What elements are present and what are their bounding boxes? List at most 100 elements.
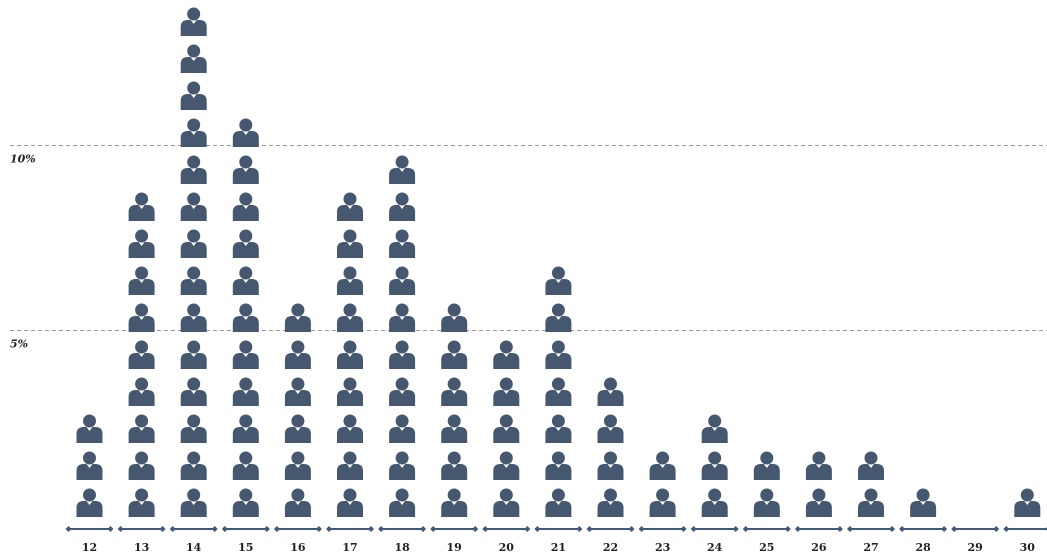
person-icon [701, 488, 728, 517]
person-icon [232, 377, 259, 406]
column-21 [545, 266, 572, 517]
person-icon [180, 266, 207, 295]
person-icon [389, 340, 416, 369]
person-icon [858, 451, 884, 480]
person-icon [76, 488, 103, 517]
person-icon [128, 377, 155, 406]
person-icon [180, 44, 207, 73]
person-icon [389, 414, 416, 443]
person-icon [493, 414, 520, 443]
y-axis-labels: 5% 10% [10, 153, 36, 351]
column-27 [858, 451, 884, 517]
x-tick-label: 28 [915, 541, 931, 553]
person-icon [180, 451, 207, 480]
x-axis-segment [430, 526, 479, 532]
person-icon [545, 303, 572, 332]
person-icon [337, 192, 363, 221]
person-icon [232, 303, 259, 332]
person-icon [232, 229, 259, 258]
person-icon [1014, 488, 1041, 517]
person-icon [284, 488, 311, 517]
x-axis-segment [221, 526, 270, 532]
x-axis-segment [951, 526, 1000, 532]
person-icon [545, 377, 572, 406]
x-axis-segment [1003, 526, 1047, 532]
person-icon [649, 488, 676, 517]
x-tick-label: 22 [603, 541, 618, 553]
x-tick-label: 23 [655, 541, 670, 553]
person-icon [128, 451, 155, 480]
x-tick-label: 14 [186, 541, 202, 553]
y-tick-label: 5% [10, 338, 28, 351]
x-axis-segment [482, 526, 531, 532]
person-icon [441, 451, 468, 480]
x-tick-label: 18 [394, 541, 410, 553]
person-icon [232, 451, 259, 480]
person-icon [649, 451, 676, 480]
person-icon [389, 451, 416, 480]
x-axis-segment [65, 526, 114, 532]
person-icon [180, 303, 207, 332]
person-icon [441, 340, 468, 369]
x-axis-segment [794, 526, 843, 532]
column-30 [1014, 488, 1041, 517]
person-icon [493, 488, 520, 517]
person-icon [753, 451, 780, 480]
person-icon [284, 340, 311, 369]
x-axis-segment [117, 526, 166, 532]
x-tick-label: 27 [863, 541, 878, 553]
person-icon [128, 488, 155, 517]
person-icon [180, 229, 207, 258]
x-tick-label: 19 [447, 541, 462, 553]
person-icon [284, 414, 311, 443]
person-icon [128, 340, 155, 369]
column-12 [76, 414, 103, 517]
person-icon [232, 488, 259, 517]
column-19 [441, 303, 468, 517]
x-axis-segment [273, 526, 322, 532]
person-icon [180, 155, 207, 184]
person-icon [493, 451, 520, 480]
person-icon [128, 414, 155, 443]
person-icon [597, 414, 624, 443]
person-icon [232, 266, 259, 295]
x-axis-segment [586, 526, 635, 532]
person-icon [441, 303, 468, 332]
x-tick-label: 20 [499, 541, 515, 553]
person-icon [493, 340, 520, 369]
column-15 [232, 118, 259, 517]
column-28 [910, 488, 937, 517]
x-tick-label: 17 [342, 541, 357, 553]
x-axis-segment [690, 526, 739, 532]
x-axis-segment [638, 526, 687, 532]
x-axis-segment [378, 526, 427, 532]
person-icon [545, 266, 572, 295]
person-icon [597, 451, 624, 480]
column-17 [337, 192, 363, 517]
column-25 [753, 451, 780, 517]
person-icon [232, 155, 259, 184]
person-icon [128, 192, 155, 221]
person-icon [180, 340, 207, 369]
person-icon [389, 229, 416, 258]
x-tick-label: 26 [811, 541, 827, 553]
person-icon [128, 303, 155, 332]
x-axis-segment [899, 526, 948, 532]
x-axis-segment [847, 526, 895, 532]
person-icon [910, 488, 937, 517]
person-icon [232, 192, 259, 221]
person-icon [389, 192, 416, 221]
column-22 [597, 377, 624, 517]
column-26 [805, 451, 832, 517]
person-icon [180, 7, 207, 36]
person-icon [701, 451, 728, 480]
person-icon [441, 414, 468, 443]
person-icon [858, 488, 884, 517]
person-icon [337, 229, 363, 258]
person-icon [180, 192, 207, 221]
column-13 [128, 192, 155, 517]
person-icon [128, 266, 155, 295]
x-tick-label: 16 [290, 541, 306, 553]
person-icon [545, 451, 572, 480]
